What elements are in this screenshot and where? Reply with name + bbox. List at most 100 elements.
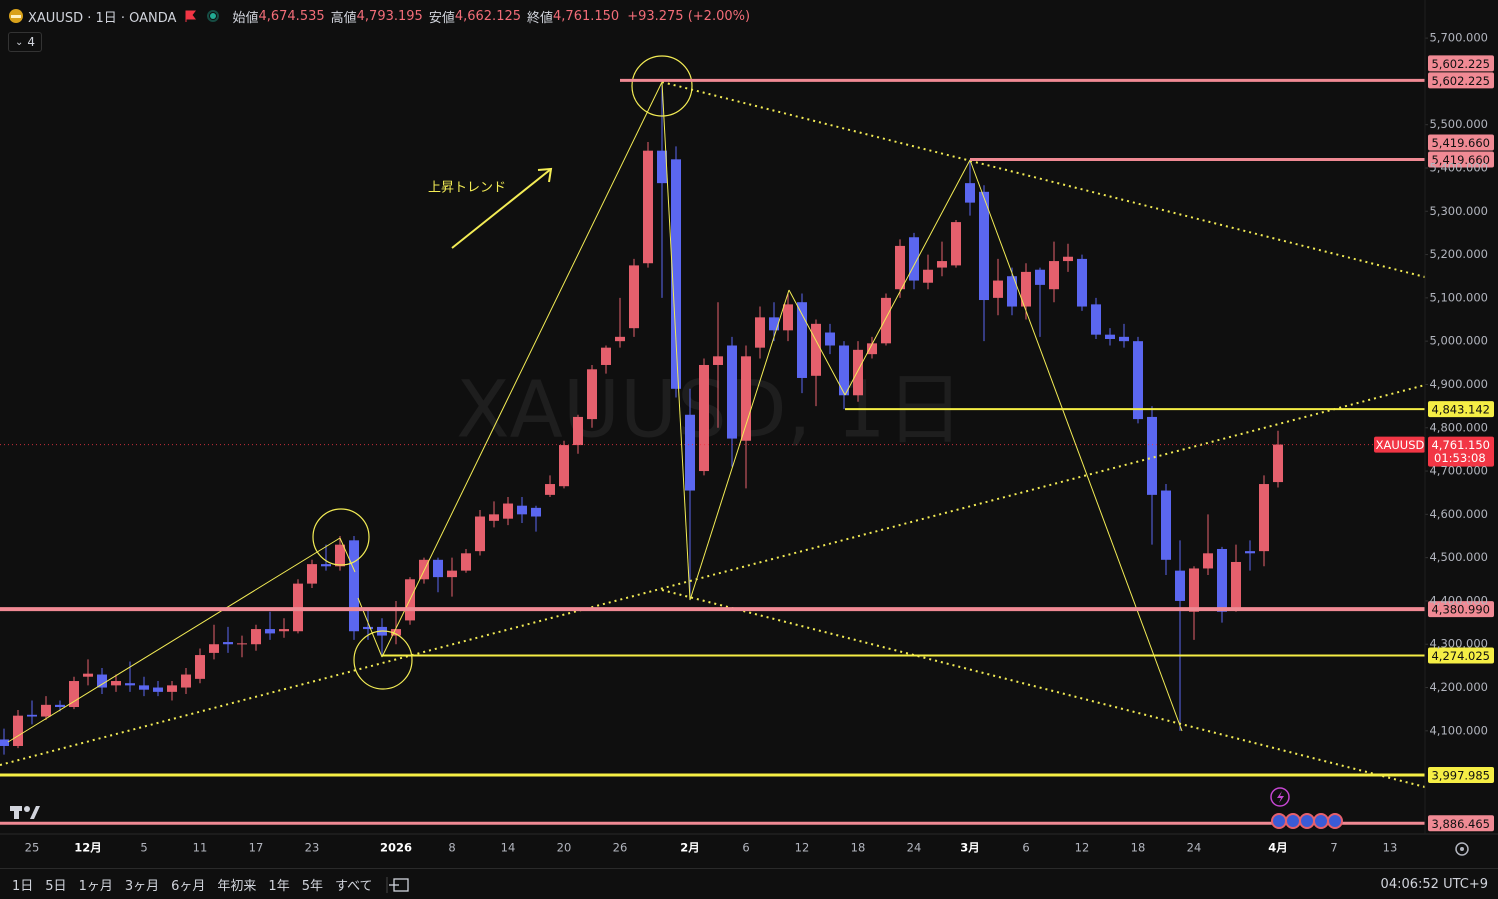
trend-line bbox=[689, 289, 790, 601]
range-button[interactable]: 6ヶ月 bbox=[171, 879, 206, 894]
candle-body bbox=[153, 687, 163, 692]
range-button[interactable]: 1ヶ月 bbox=[78, 879, 113, 894]
settings-icon bbox=[1460, 847, 1464, 851]
candle-body bbox=[587, 369, 597, 420]
level-label: 5,419.660 bbox=[1431, 153, 1490, 167]
candle-body bbox=[895, 245, 905, 290]
candle-body bbox=[545, 484, 555, 495]
candle-body bbox=[615, 336, 625, 342]
candle-body bbox=[853, 349, 863, 396]
range-button[interactable]: 5日 bbox=[45, 879, 67, 894]
candle-body bbox=[1035, 269, 1045, 285]
candle-body bbox=[797, 302, 807, 378]
range-button[interactable]: 1年 bbox=[268, 879, 290, 894]
field-value: 4,793.195 bbox=[356, 8, 423, 24]
x-tick-label: 18 bbox=[1131, 841, 1146, 855]
candle-body bbox=[1119, 336, 1129, 342]
candle-body bbox=[601, 347, 611, 365]
settings-icon[interactable] bbox=[1455, 842, 1469, 856]
y-tick-label: 4,700.000 bbox=[1429, 464, 1488, 478]
candle-body bbox=[83, 673, 93, 677]
candle-body bbox=[811, 323, 821, 376]
candle-body bbox=[167, 685, 177, 692]
range-button[interactable]: すべて bbox=[334, 879, 373, 894]
level-label: 5,602.225 bbox=[1431, 74, 1490, 88]
logo-part bbox=[30, 806, 40, 819]
candle-body bbox=[657, 150, 667, 184]
candle-body bbox=[1077, 258, 1087, 307]
candle-body bbox=[531, 507, 541, 517]
event-flag[interactable] bbox=[1271, 813, 1287, 829]
event-icon[interactable] bbox=[1270, 787, 1290, 807]
candle-body bbox=[839, 345, 849, 396]
x-tick-label: 5 bbox=[140, 841, 147, 855]
range-button[interactable]: 3ヶ月 bbox=[124, 879, 160, 894]
y-tick-label: 4,400.000 bbox=[1429, 593, 1488, 607]
field-label: 高値 bbox=[330, 10, 357, 26]
candle-body bbox=[279, 629, 289, 632]
range-button[interactable]: 年初来 bbox=[217, 879, 257, 894]
event-flag[interactable] bbox=[1327, 813, 1343, 829]
logo bbox=[10, 806, 40, 819]
candle-body bbox=[825, 332, 835, 346]
status-dot bbox=[207, 10, 220, 22]
candle-body bbox=[979, 191, 989, 301]
flag-icon[interactable] bbox=[180, 8, 200, 24]
logo-part bbox=[24, 806, 30, 812]
candle-body bbox=[0, 739, 9, 746]
candle-body bbox=[1217, 548, 1227, 612]
event-flag[interactable] bbox=[1285, 813, 1301, 829]
candle-body bbox=[1147, 416, 1157, 495]
level-label-box bbox=[1428, 766, 1494, 783]
x-tick-label: 3月 bbox=[960, 841, 980, 855]
clock: 04:06:52 UTC+9 bbox=[1380, 877, 1488, 892]
countdown: 01:53:08 bbox=[1434, 451, 1486, 465]
events bbox=[1270, 787, 1343, 829]
candle-body bbox=[489, 514, 499, 521]
event-flag[interactable] bbox=[1313, 813, 1329, 829]
dotted-trend-line bbox=[661, 589, 1426, 788]
candle-body bbox=[251, 629, 261, 645]
date-range-icon[interactable] bbox=[385, 875, 415, 895]
y-tick-label: 4,100.000 bbox=[1429, 723, 1488, 737]
candle-body bbox=[881, 297, 891, 344]
candle-body bbox=[769, 317, 779, 331]
field-label: 終値 bbox=[527, 10, 554, 26]
candle-body bbox=[629, 265, 639, 329]
candle-body bbox=[503, 503, 513, 519]
level-label-box bbox=[1428, 55, 1494, 72]
candle-body bbox=[349, 540, 359, 632]
y-tick-label: 4,300.000 bbox=[1429, 637, 1488, 651]
settings[interactable] bbox=[1455, 842, 1469, 856]
candle-body bbox=[419, 559, 429, 580]
candle-body bbox=[1091, 304, 1101, 335]
y-tick-label: 5,200.000 bbox=[1429, 247, 1488, 261]
trend-line bbox=[969, 159, 1183, 732]
highlight-circle bbox=[631, 55, 693, 117]
watermark: XAUUSD, 1日 bbox=[456, 365, 964, 455]
highlight-circle bbox=[312, 508, 370, 566]
event-flag[interactable] bbox=[1299, 813, 1315, 829]
symbol-icon bbox=[9, 9, 23, 23]
x-tick-label: 7 bbox=[1330, 841, 1337, 855]
x-tick-label: 14 bbox=[501, 841, 516, 855]
candle-body bbox=[783, 304, 793, 331]
range-button[interactable]: 5年 bbox=[301, 879, 323, 894]
candle-body bbox=[475, 516, 485, 552]
candle-body bbox=[237, 643, 247, 645]
candle-body bbox=[1245, 551, 1255, 554]
candle-body bbox=[965, 183, 975, 203]
indicator-toggle[interactable]: ⌄ 4 bbox=[8, 32, 43, 52]
candle-body bbox=[713, 356, 723, 365]
candle-body bbox=[27, 714, 37, 717]
level-label-box bbox=[1428, 151, 1494, 168]
ohlc-fields: 始値 4,674.535 高値 4,793.195 安値 4,662.125 終値 4,761… bbox=[226, 7, 619, 26]
candle-body bbox=[685, 414, 695, 491]
candle-body bbox=[937, 261, 947, 268]
range-button[interactable]: 1日 bbox=[12, 879, 34, 894]
trend-line bbox=[844, 159, 971, 396]
symbol[interactable]: XAUUSD · 1日 · OANDA bbox=[28, 10, 177, 26]
candle-body bbox=[1105, 334, 1115, 340]
